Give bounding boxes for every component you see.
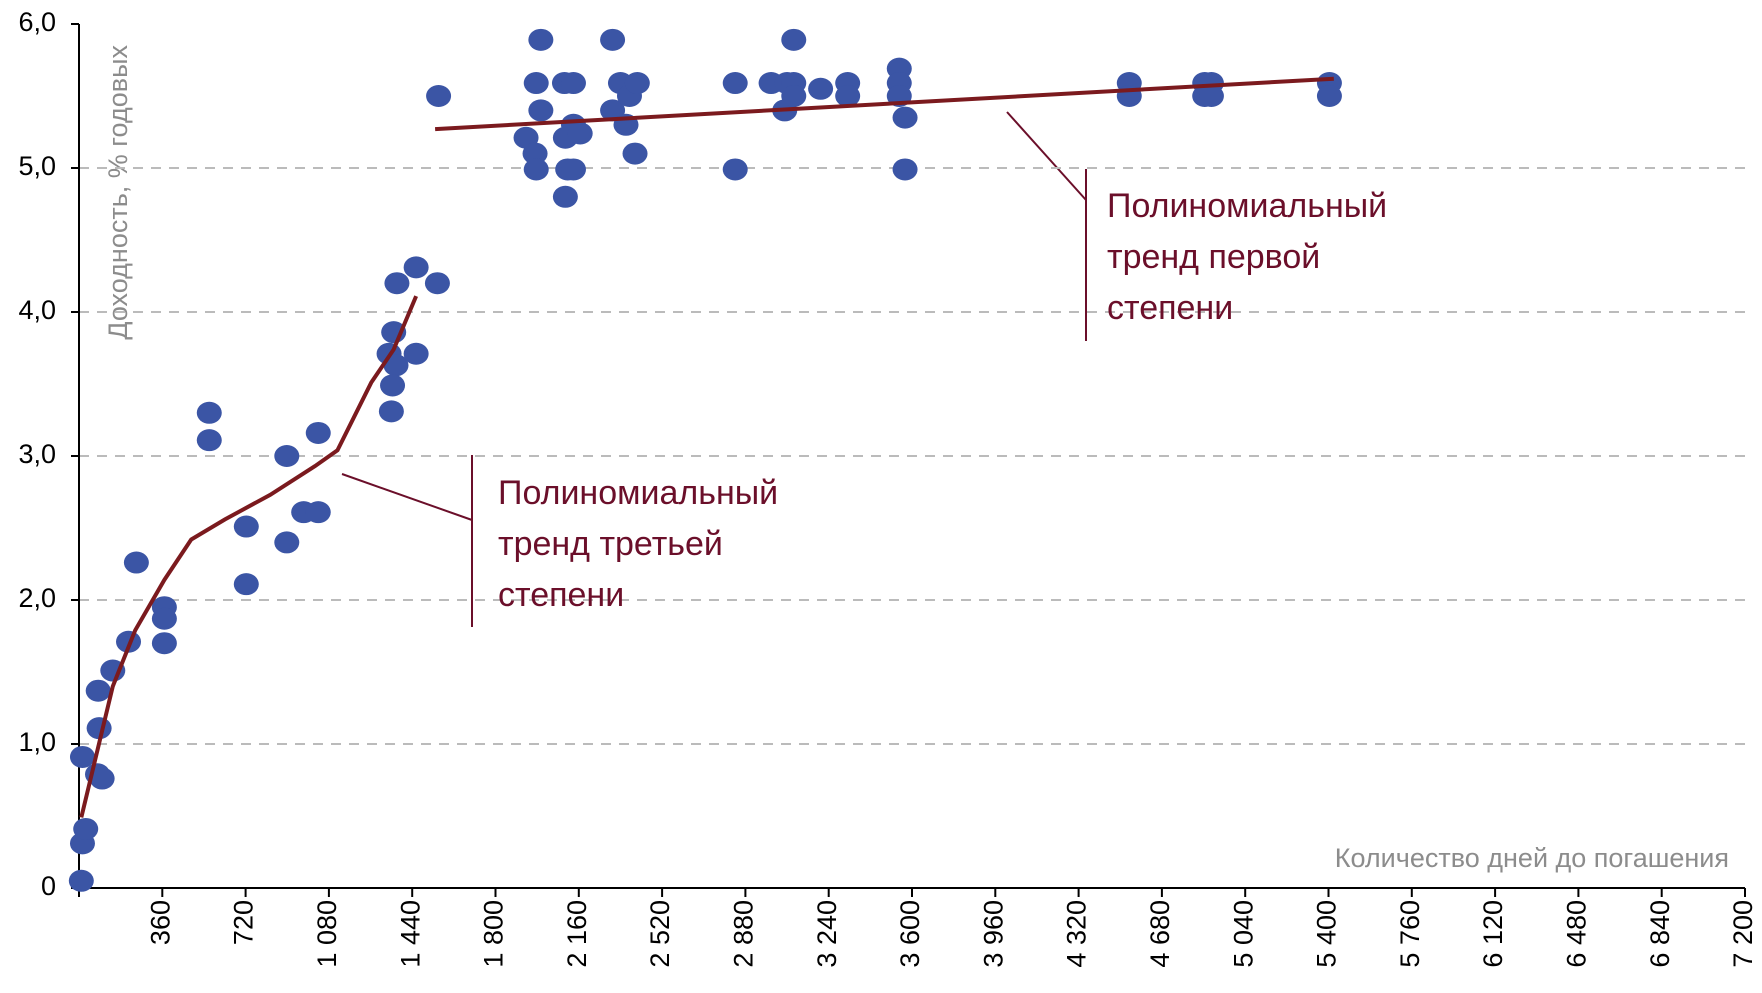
annotation: тренд третьей	[498, 525, 723, 563]
annotation: степени	[1107, 289, 1233, 327]
data-point	[892, 106, 918, 129]
data-point	[1316, 85, 1342, 107]
data-point	[403, 256, 429, 279]
data-point	[528, 28, 554, 51]
annotation: степени	[498, 576, 624, 614]
data-point	[1198, 85, 1224, 107]
data-point	[426, 85, 452, 107]
x-tick-label: 7 200	[1728, 900, 1758, 968]
x-tick-label: 3 600	[895, 900, 925, 968]
data-point	[85, 679, 111, 702]
y-tick-label: 5,0	[18, 151, 56, 181]
data-point	[560, 158, 586, 181]
data-point	[151, 632, 177, 655]
y-tick-label: 2,0	[18, 583, 56, 613]
data-point	[552, 185, 578, 208]
trend-line	[79, 295, 418, 818]
data-point	[622, 142, 648, 165]
data-point	[722, 72, 748, 95]
data-point	[600, 28, 626, 51]
data-point	[424, 272, 450, 295]
data-point	[274, 531, 300, 554]
x-tick-label: 6 120	[1478, 900, 1508, 968]
x-tick-label: 720	[229, 900, 259, 945]
data-point	[560, 72, 586, 95]
data-point	[624, 72, 650, 95]
x-tick-label: 1 080	[312, 900, 342, 968]
data-point	[523, 72, 549, 95]
data-point	[383, 354, 409, 377]
x-tick-label: 6 840	[1645, 900, 1675, 968]
leader-line	[1006, 111, 1087, 201]
x-tick-label: 6 480	[1562, 900, 1592, 968]
y-tick-label: 1,0	[18, 727, 56, 757]
data-point	[378, 400, 404, 423]
leader-line	[341, 473, 473, 521]
x-tick-label: 1 800	[479, 900, 509, 968]
annotation: тренд первой	[1107, 238, 1320, 276]
data-point	[523, 158, 549, 181]
data-point	[567, 122, 593, 145]
annotation: Полиномиальный	[498, 474, 778, 512]
data-point	[522, 142, 548, 165]
data-point	[151, 607, 177, 630]
y-tick-label: 4,0	[18, 295, 56, 325]
y-tick-label: 0	[41, 871, 56, 901]
x-tick-label: 4 680	[1145, 900, 1175, 968]
data-point	[781, 85, 807, 107]
data-point	[196, 401, 222, 424]
x-tick-label: 3 960	[978, 900, 1008, 968]
y-axis-label: Доходность, % годовых	[103, 45, 133, 340]
data-point	[68, 869, 94, 892]
annotation: Полиномиальный	[1107, 187, 1387, 225]
data-point	[528, 99, 554, 122]
x-tick-label: 3 240	[812, 900, 842, 968]
data-point	[835, 85, 861, 107]
x-tick-label: 2 160	[562, 900, 592, 968]
data-point	[89, 767, 115, 790]
data-point	[305, 501, 331, 524]
x-axis-label: Количество дней до погашения	[1335, 843, 1729, 873]
data-point	[722, 158, 748, 181]
data-point	[123, 551, 149, 574]
data-point	[384, 272, 410, 295]
data-point	[274, 445, 300, 467]
data-point	[73, 817, 99, 840]
data-point	[69, 745, 95, 768]
data-point	[233, 515, 259, 538]
trend-line	[434, 76, 1334, 132]
data-point	[305, 421, 331, 444]
x-tick-label: 5 400	[1312, 900, 1342, 968]
data-point	[233, 573, 259, 596]
y-tick-label: 3,0	[18, 439, 56, 469]
data-point	[196, 429, 222, 452]
x-tick-label: 4 320	[1062, 900, 1092, 968]
data-point	[781, 28, 807, 51]
x-tick-label: 2 520	[645, 900, 675, 968]
data-point	[808, 77, 834, 100]
y-tick-label: 6,0	[18, 7, 56, 37]
x-tick-label: 360	[145, 900, 175, 945]
x-tick-label: 5 040	[1228, 900, 1258, 968]
data-point	[403, 342, 429, 365]
x-tick-label: 1 440	[395, 900, 425, 968]
data-point	[380, 374, 406, 397]
x-tick-label: 5 760	[1395, 900, 1425, 968]
x-tick-label: 2 880	[729, 900, 759, 968]
data-point	[892, 158, 918, 181]
